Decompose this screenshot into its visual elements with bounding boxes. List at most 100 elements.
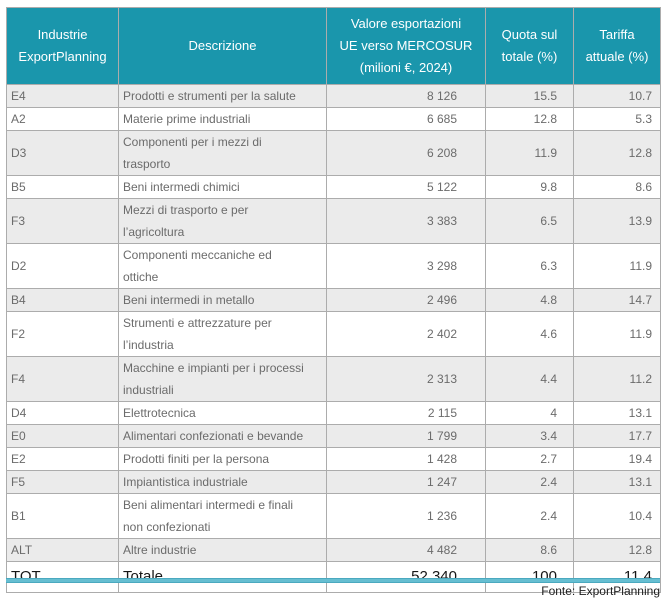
industry-code: E4 — [6, 84, 119, 108]
industry-code: B4 — [6, 288, 119, 312]
export-value: 1 428 — [326, 447, 486, 471]
tariff-value: 5.3 — [573, 107, 661, 131]
column-header-share: Quota sul totale (%) — [485, 7, 574, 85]
industry-code: D3 — [6, 130, 119, 176]
export-value: 1 799 — [326, 424, 486, 448]
table-row: B1 Beni alimentari intermedi e finali no… — [6, 493, 661, 539]
total-row: TOT Totale 52 340 100 11.4 — [6, 561, 661, 593]
export-value: 3 383 — [326, 198, 486, 244]
share-value: 6.5 — [485, 198, 574, 244]
export-value: 2 496 — [326, 288, 486, 312]
industry-description: Componenti meccaniche ed ottiche — [118, 243, 327, 289]
source-note: Fonte: ExportPlanning — [541, 584, 660, 598]
industry-description: Beni alimentari intermedi e finali non c… — [118, 493, 327, 539]
tariff-value: 13.1 — [573, 401, 661, 425]
table-row: B5 Beni intermedi chimici 5 122 9.8 8.6 — [6, 175, 661, 199]
industry-description: Alimentari confezionati e bevande — [118, 424, 327, 448]
share-value: 8.6 — [485, 538, 574, 562]
industry-code: B5 — [6, 175, 119, 199]
export-value: 5 122 — [326, 175, 486, 199]
table-footer: TOT Totale 52 340 100 11.4 — [6, 561, 661, 593]
industry-description: Strumenti e attrezzature per l’industria — [118, 311, 327, 357]
total-code: TOT — [6, 561, 119, 593]
industry-code: A2 — [6, 107, 119, 131]
industry-code: F2 — [6, 311, 119, 357]
industry-description: Prodotti e strumenti per la salute — [118, 84, 327, 108]
industry-code: ALT — [6, 538, 119, 562]
export-value: 3 298 — [326, 243, 486, 289]
export-value: 2 402 — [326, 311, 486, 357]
tariff-value: 10.4 — [573, 493, 661, 539]
tariff-value: 13.9 — [573, 198, 661, 244]
mercosur-export-table: Industrie ExportPlanning Descrizione Val… — [6, 7, 661, 593]
export-value: 6 208 — [326, 130, 486, 176]
share-value: 4.8 — [485, 288, 574, 312]
industry-description: Impiantistica industriale — [118, 470, 327, 494]
industry-description: Mezzi di trasporto e per l’agricoltura — [118, 198, 327, 244]
tariff-value: 12.8 — [573, 538, 661, 562]
total-tariff-value: 11.4 — [573, 561, 661, 593]
table-row: F4 Macchine e impianti per i processi in… — [6, 356, 661, 402]
industry-description: Componenti per i mezzi di trasporto — [118, 130, 327, 176]
industry-description: Elettrotecnica — [118, 401, 327, 425]
tariff-value: 17.7 — [573, 424, 661, 448]
export-value: 8 126 — [326, 84, 486, 108]
tariff-value: 12.8 — [573, 130, 661, 176]
tariff-value: 19.4 — [573, 447, 661, 471]
industry-code: E0 — [6, 424, 119, 448]
industry-description: Beni intermedi chimici — [118, 175, 327, 199]
share-value: 15.5 — [485, 84, 574, 108]
tariff-value: 11.9 — [573, 243, 661, 289]
tariff-value: 10.7 — [573, 84, 661, 108]
table-row: D3 Componenti per i mezzi di trasporto 6… — [6, 130, 661, 176]
industry-code: B1 — [6, 493, 119, 539]
industry-code: D2 — [6, 243, 119, 289]
industry-description: Macchine e impianti per i processi indus… — [118, 356, 327, 402]
table-row: B4 Beni intermedi in metallo 2 496 4.8 1… — [6, 288, 661, 312]
table-row: F3 Mezzi di trasporto e per l’agricoltur… — [6, 198, 661, 244]
share-value: 2.7 — [485, 447, 574, 471]
share-value: 4 — [485, 401, 574, 425]
total-label: Totale — [118, 561, 327, 593]
share-value: 3.4 — [485, 424, 574, 448]
table-body: E4 Prodotti e strumenti per la salute 8 … — [6, 84, 661, 562]
table-row: A2 Materie prime industriali 6 685 12.8 … — [6, 107, 661, 131]
industry-code: E2 — [6, 447, 119, 471]
industry-code: D4 — [6, 401, 119, 425]
header-row: Industrie ExportPlanning Descrizione Val… — [6, 7, 661, 85]
export-value: 1 247 — [326, 470, 486, 494]
column-header-tariff: Tariffa attuale (%) — [573, 7, 661, 85]
share-value: 11.9 — [485, 130, 574, 176]
column-header-export-value: Valore esportazioni UE verso MERCOSUR (m… — [326, 7, 486, 85]
table-row: E0 Alimentari confezionati e bevande 1 7… — [6, 424, 661, 448]
share-value: 2.4 — [485, 470, 574, 494]
tariff-value: 11.9 — [573, 311, 661, 357]
share-value: 4.6 — [485, 311, 574, 357]
tariff-value: 14.7 — [573, 288, 661, 312]
industry-code: F3 — [6, 198, 119, 244]
table-row: F2 Strumenti e attrezzature per l’indust… — [6, 311, 661, 357]
table-row: D4 Elettrotecnica 2 115 4 13.1 — [6, 401, 661, 425]
share-value: 9.8 — [485, 175, 574, 199]
table-row: F5 Impiantistica industriale 1 247 2.4 1… — [6, 470, 661, 494]
share-value: 2.4 — [485, 493, 574, 539]
share-value: 12.8 — [485, 107, 574, 131]
table-header: Industrie ExportPlanning Descrizione Val… — [6, 7, 661, 85]
industry-code: F4 — [6, 356, 119, 402]
export-value: 6 685 — [326, 107, 486, 131]
tariff-value: 11.2 — [573, 356, 661, 402]
industry-description: Prodotti finiti per la persona — [118, 447, 327, 471]
share-value: 4.4 — [485, 356, 574, 402]
table-row: ALT Altre industrie 4 482 8.6 12.8 — [6, 538, 661, 562]
column-header-industry: Industrie ExportPlanning — [6, 7, 119, 85]
tariff-value: 8.6 — [573, 175, 661, 199]
accent-divider — [6, 578, 660, 583]
industry-description: Beni intermedi in metallo — [118, 288, 327, 312]
industry-description: Materie prime industriali — [118, 107, 327, 131]
table-row: D2 Componenti meccaniche ed ottiche 3 29… — [6, 243, 661, 289]
total-export-value: 52 340 — [326, 561, 486, 593]
total-share-value: 100 — [485, 561, 574, 593]
share-value: 6.3 — [485, 243, 574, 289]
export-value: 2 115 — [326, 401, 486, 425]
